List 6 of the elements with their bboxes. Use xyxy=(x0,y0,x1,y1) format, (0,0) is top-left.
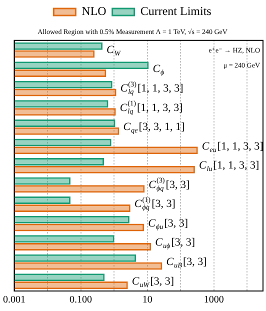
legend-label: NLO xyxy=(82,4,107,18)
x-tick-label: 10 xyxy=(142,294,152,306)
x-tick-label: 0.100 xyxy=(70,294,92,306)
legend-label: Current Limits xyxy=(140,4,212,18)
x-tick-label: 0.001 xyxy=(3,294,26,306)
x-tick-label: 1000 xyxy=(204,294,224,306)
